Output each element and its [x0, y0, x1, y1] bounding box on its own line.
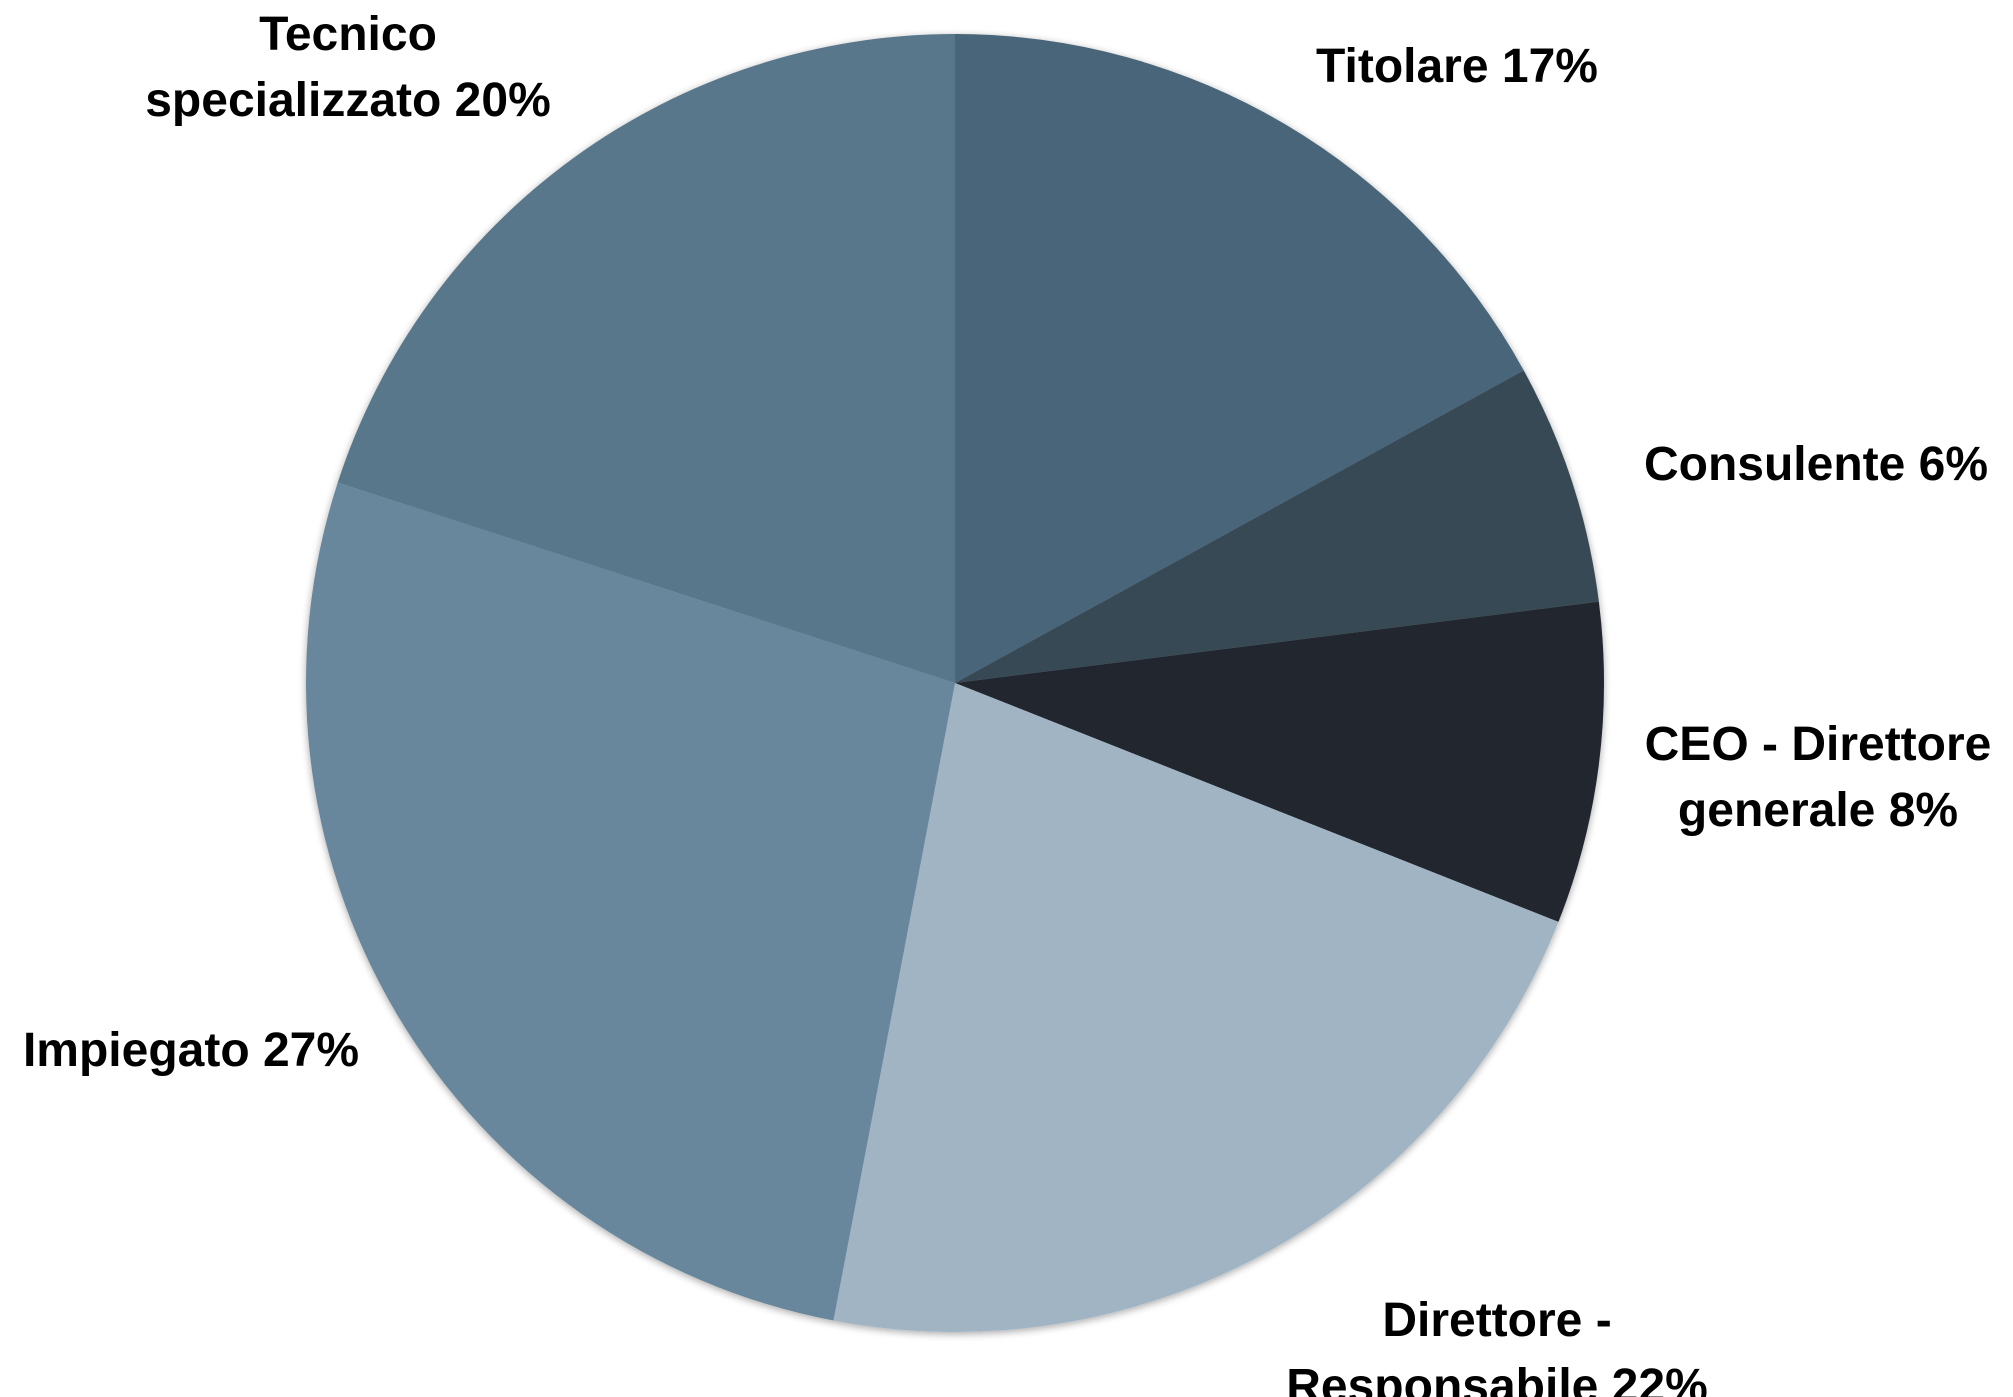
slice-label-tecnico-specializzato: Tecnico specializzato 20% [145, 8, 551, 127]
slice-label-titolare: Titolare 17% [1316, 40, 1598, 93]
slice-label-direttore-responsabile: Direttore -Responsabile 22% [1286, 1294, 1708, 1397]
pie-slice-titolare [955, 34, 1524, 683]
slice-label-ceo-direttore-generale: CEO - Direttore generale 8% [1645, 718, 1992, 837]
pie-slices [305, 34, 1604, 1332]
slice-label-impiegato: Impiegato 27% [23, 1024, 359, 1077]
pie-slice-direttore-responsabile [833, 683, 1559, 1332]
pie-slice-ceo-direttore-generale [955, 601, 1604, 922]
slice-label-consulente: Consulente 6% [1644, 438, 1988, 491]
pie-slice-consulente [955, 370, 1599, 683]
pie-slice-tecnico-specializzato [337, 34, 955, 683]
pie-slice-impiegato [305, 482, 955, 1321]
